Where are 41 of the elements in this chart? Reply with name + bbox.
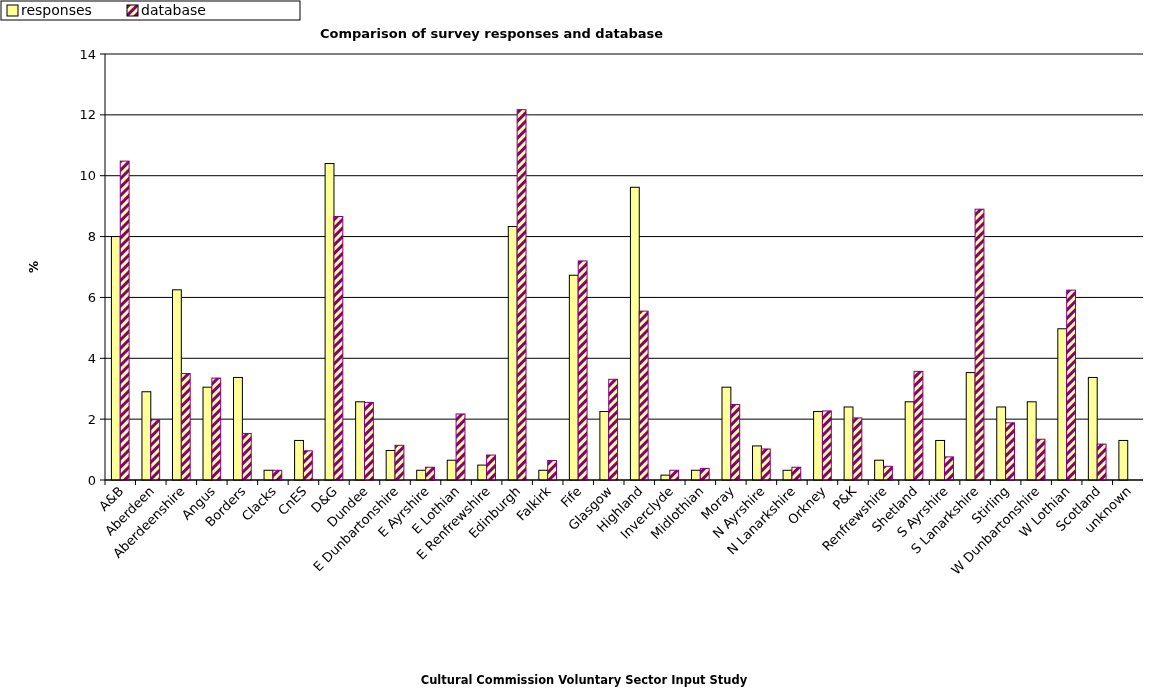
bar: [944, 456, 954, 481]
bar: [974, 208, 985, 481]
bar: [150, 419, 161, 481]
bar: [883, 465, 893, 481]
bar: [364, 401, 374, 481]
bar: [241, 432, 252, 481]
y-tick-label: 6: [87, 289, 96, 305]
bar: [180, 373, 191, 481]
bar: [730, 404, 741, 481]
bar: [211, 377, 222, 481]
bar: [760, 448, 771, 481]
bar: [486, 454, 496, 481]
bar: [1005, 422, 1015, 481]
bar: [577, 260, 588, 481]
y-tick-label: 14: [79, 46, 96, 62]
legend-label: database: [141, 2, 206, 18]
y-tick-label: 8: [87, 229, 96, 245]
y-tick-label: 4: [87, 350, 96, 366]
bar: [1096, 443, 1107, 481]
bar: [608, 378, 619, 481]
y-tick-label: 10: [79, 168, 96, 184]
y-tick-label: 0: [87, 472, 96, 488]
text: Cultural Commission Voluntary Sector Input Study: [420, 673, 748, 687]
y-tick-label: 2: [87, 411, 96, 427]
legend-label: responses: [21, 2, 92, 18]
bar: [455, 413, 466, 481]
bar: [1035, 438, 1046, 481]
bar: [913, 370, 924, 481]
bar: [394, 444, 405, 481]
bar: [852, 417, 863, 481]
bar: [333, 215, 344, 481]
bar: [547, 460, 558, 481]
bar: [119, 160, 130, 481]
y-axis-title: %: [27, 260, 41, 274]
bar: [638, 310, 649, 481]
y-tick-label: 12: [79, 107, 96, 123]
bar: [302, 450, 313, 481]
bar: [516, 109, 527, 481]
bar: [821, 410, 832, 481]
bar: [1066, 289, 1077, 481]
chart-title: Comparison of survey responses and database: [320, 26, 664, 41]
